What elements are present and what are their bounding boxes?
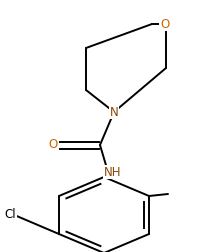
Text: O: O (48, 139, 58, 151)
Text: N: N (110, 106, 118, 118)
Text: Cl: Cl (4, 207, 16, 220)
Text: O: O (160, 17, 170, 30)
Text: NH: NH (104, 166, 122, 178)
